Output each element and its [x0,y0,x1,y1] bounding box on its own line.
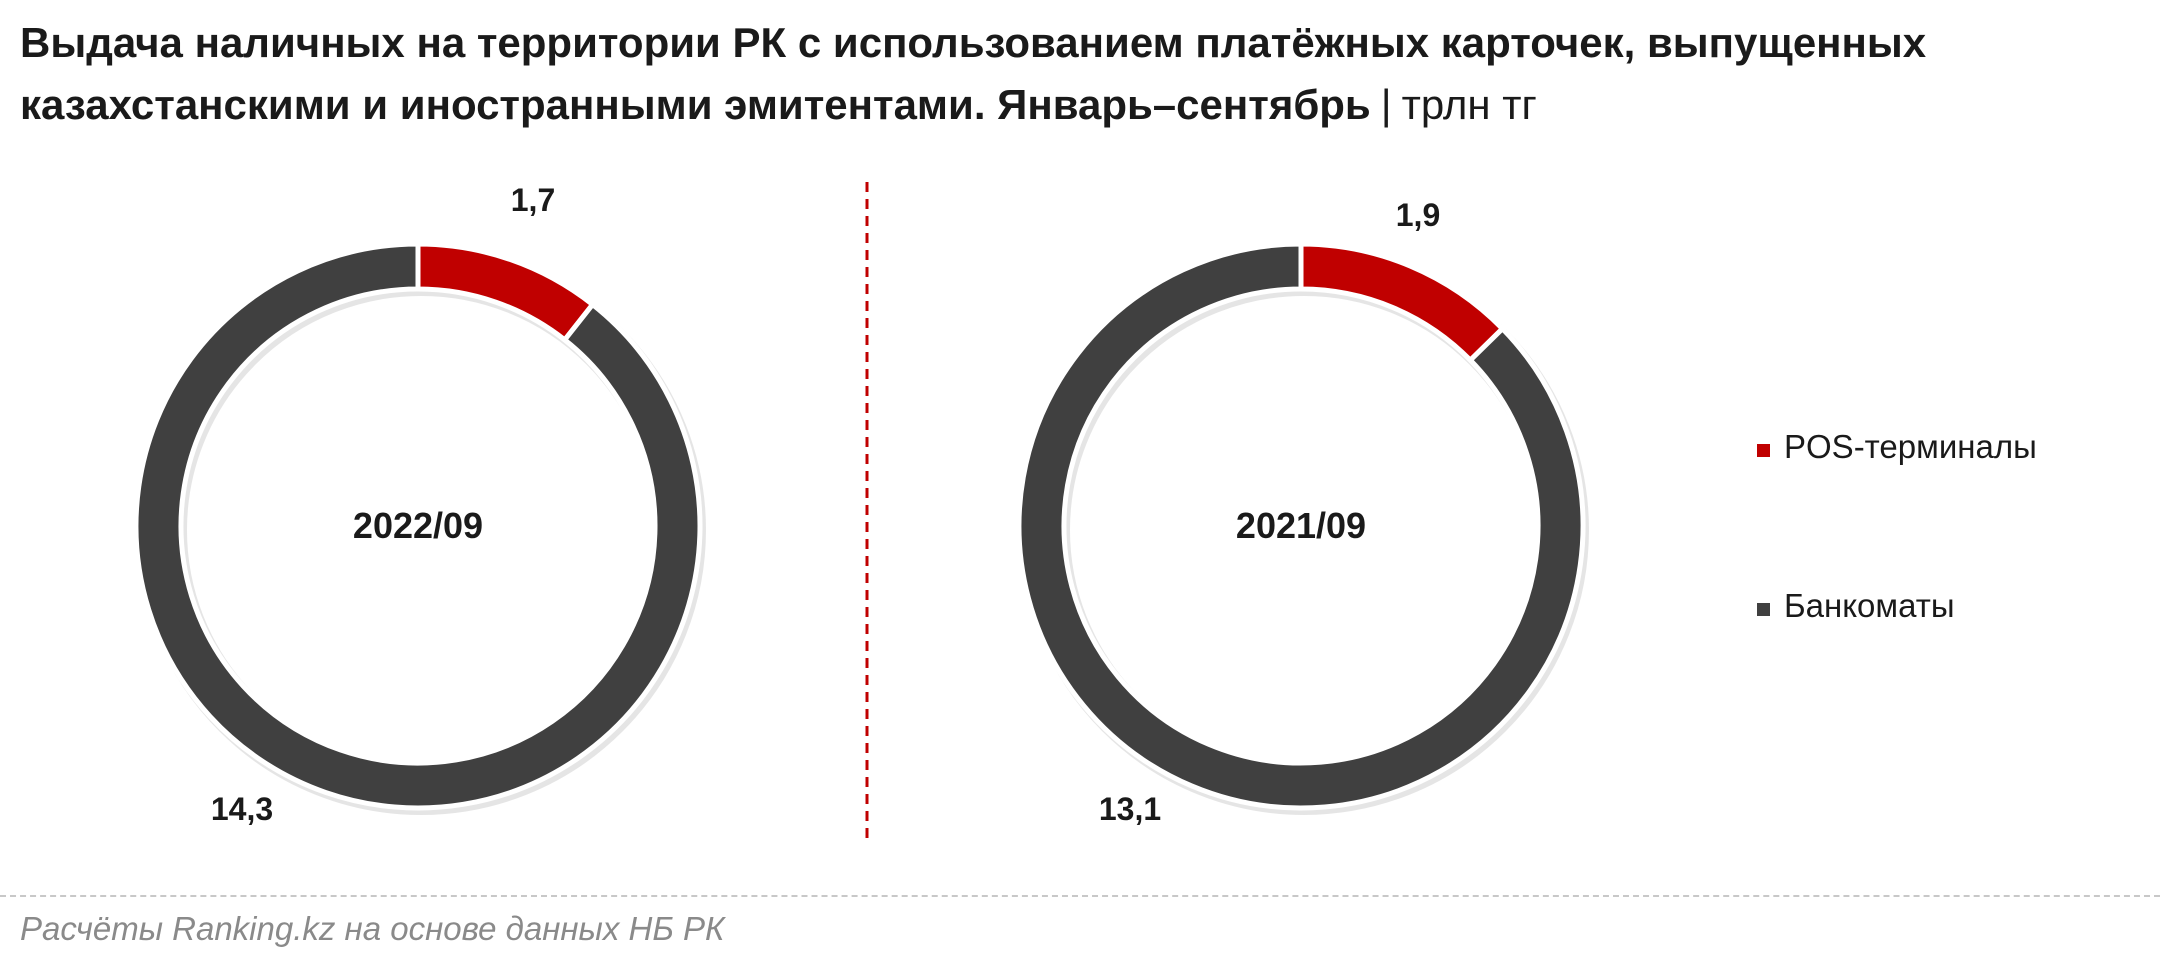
donut-chart-2021-09: 2021/09 1,9 13,1 [1016,197,1589,827]
donut-center-label: 2022/09 [353,505,483,546]
legend-label: POS-терминалы [1784,428,2037,465]
donut-chart-2022-09: 2022/09 1,7 14,3 [133,182,706,827]
donut-charts: 2022/09 1,7 14,3 2021/09 1,9 13,1 POS-термина… [133,182,2037,840]
data-label-atm: 13,1 [1099,791,1161,827]
donut-center-label: 2021/09 [1236,505,1366,546]
legend-swatch [1757,603,1770,616]
data-label-pos: 1,9 [1396,197,1440,233]
data-label-atm: 14,3 [211,791,273,827]
title-separator: | [1380,81,1392,128]
title-unit: трлн тг [1401,81,1537,128]
title-main: Выдача наличных на территории РК с испол… [20,19,1927,128]
data-label-pos: 1,7 [511,182,555,218]
legend-item-atm: Банкоматы [1757,587,1955,624]
source-note: Расчёты Ranking.kz на основе данных НБ Р… [20,910,725,947]
legend: POS-терминалы Банкоматы [1757,428,2037,624]
chart-title: Выдача наличных на территории РК с испол… [20,12,2120,136]
donut-slice-atm [133,241,703,811]
donut-group: 2022/09 1,7 14,3 2021/09 1,9 13,1 [133,182,1589,827]
legend-label: Банкоматы [1784,587,1955,624]
footer-divider [0,895,2160,897]
donut-slice-atm [1016,241,1586,811]
donut-slice-pos [415,241,597,344]
legend-swatch [1757,444,1770,457]
legend-item-pos: POS-терминалы [1757,428,2037,465]
donut-slice-pos [1298,241,1507,364]
